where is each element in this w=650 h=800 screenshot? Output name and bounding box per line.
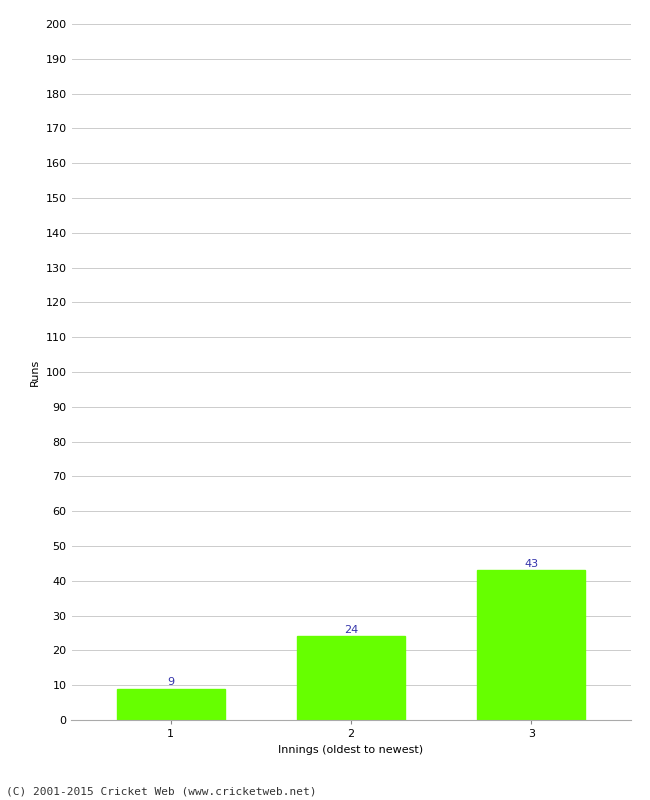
Bar [116, 689, 225, 720]
X-axis label: Innings (oldest to newest): Innings (oldest to newest) [278, 745, 424, 754]
Text: 43: 43 [525, 558, 538, 569]
Text: 24: 24 [344, 625, 358, 634]
Text: 9: 9 [167, 677, 174, 687]
Y-axis label: Runs: Runs [30, 358, 40, 386]
Bar [297, 637, 405, 720]
Bar [477, 570, 586, 720]
Text: (C) 2001-2015 Cricket Web (www.cricketweb.net): (C) 2001-2015 Cricket Web (www.cricketwe… [6, 786, 317, 796]
